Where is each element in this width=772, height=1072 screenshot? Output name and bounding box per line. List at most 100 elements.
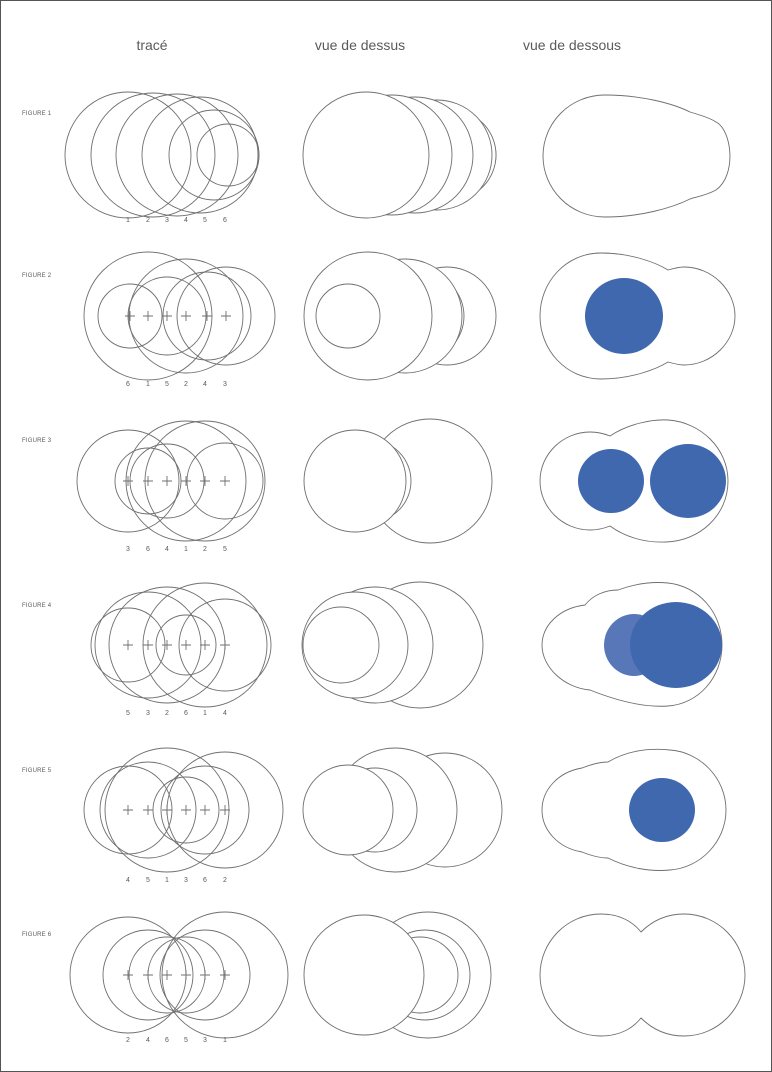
column-header-bottom-view: vue de dessous [523,37,621,53]
figure-4-order-numbers: 5 3 2 6 1 4 [126,710,227,717]
trace-circle [64,91,192,219]
trace-circle [141,96,259,214]
order-number: 4 [146,1037,150,1044]
figure-6-bottom-view [539,913,746,1037]
center-mark [181,311,191,321]
trace-circle [115,93,239,217]
trace-circle [102,929,194,1021]
figure-label-1: FIGURE 1 [22,111,52,117]
order-number: 5 [126,710,130,717]
order-number: 5 [184,1037,188,1044]
figure-5-order-numbers: 4 5 1 3 6 2 [126,877,227,884]
trace-circle [178,598,272,692]
order-number: 3 [126,546,130,553]
order-number: 2 [126,1037,130,1044]
order-number: 2 [203,546,207,553]
center-mark [162,805,172,815]
column-header-top-view: vue de dessus [315,37,405,53]
order-number: 6 [203,877,207,884]
figure-2-order-numbers: 6 1 5 2 4 3 [126,381,227,388]
figure-label-2: FIGURE 2 [22,273,52,279]
figure-label-3: FIGURE 3 [22,438,52,444]
center-mark [162,970,172,980]
order-number: 2 [223,877,227,884]
order-number: 4 [165,546,169,553]
blue-disc [650,444,726,518]
order-number: 5 [203,217,207,224]
order-number: 3 [165,217,169,224]
order-number: 5 [223,546,227,553]
order-number: 2 [184,381,188,388]
trace-circle [176,266,276,366]
figure-label-6: FIGURE 6 [22,932,52,938]
blue-disc [585,278,663,354]
order-number: 5 [146,877,150,884]
center-mark [181,476,191,486]
order-number: 6 [223,217,227,224]
order-number: 1 [165,877,169,884]
center-mark [220,970,230,980]
order-number: 5 [165,381,169,388]
order-number: 1 [184,546,188,553]
figure-1-bottom-view [542,94,731,218]
figure-label-5: FIGURE 5 [22,768,52,774]
figure-4-center-marks [123,640,230,650]
trace-circle [76,429,180,533]
center-mark [221,311,231,321]
center-mark [220,805,230,815]
figure-2-trace [83,251,276,381]
figure-4-bottom-view [541,582,723,707]
center-mark [143,311,153,321]
center-mark [162,311,172,321]
blue-disc [578,449,644,513]
center-mark [200,970,210,980]
trace-circle [160,765,250,855]
trace-circle [196,123,260,187]
figure-3-order-numbers: 3 6 4 1 2 5 [126,546,227,553]
trace-circle [99,761,197,859]
center-mark [143,970,153,980]
center-mark [123,805,133,815]
figure-2-top-view [303,251,497,381]
order-number: 2 [146,217,150,224]
figure-2-bottom-view [539,252,736,380]
order-number: 4 [223,710,227,717]
center-mark [143,805,153,815]
figure-6-top-view [303,911,492,1039]
order-number: 3 [223,381,227,388]
center-mark [143,640,153,650]
order-number: 1 [126,217,130,224]
center-mark [181,970,191,980]
figure-3-center-marks [123,476,230,486]
order-number: 6 [184,710,188,717]
order-number: 6 [146,546,150,553]
center-mark [202,311,212,321]
order-number: 3 [203,1037,207,1044]
center-mark [220,476,230,486]
center-mark [123,476,133,486]
figure-5-center-marks [123,805,230,815]
order-number: 1 [203,710,207,717]
center-mark [200,640,210,650]
figure-3-top-view [303,418,493,544]
order-number: 1 [223,1037,227,1044]
center-mark [162,476,172,486]
figure-1-order-numbers: 1 2 3 4 5 6 [126,217,227,224]
blue-disc [629,778,695,842]
order-number: 3 [184,877,188,884]
center-mark [200,476,210,486]
figure-label-4: FIGURE 4 [22,603,52,609]
blue-disc [630,602,722,688]
figure-4-top-view [301,581,484,709]
order-number: 3 [146,710,150,717]
order-number: 4 [203,381,207,388]
figure-1-trace [64,91,260,219]
center-mark [181,805,191,815]
center-mark [123,640,133,650]
figure-5-top-view [302,747,503,873]
center-mark [200,805,210,815]
trace-circle [155,614,217,676]
figure-6-trace [69,911,289,1039]
center-mark [123,970,133,980]
